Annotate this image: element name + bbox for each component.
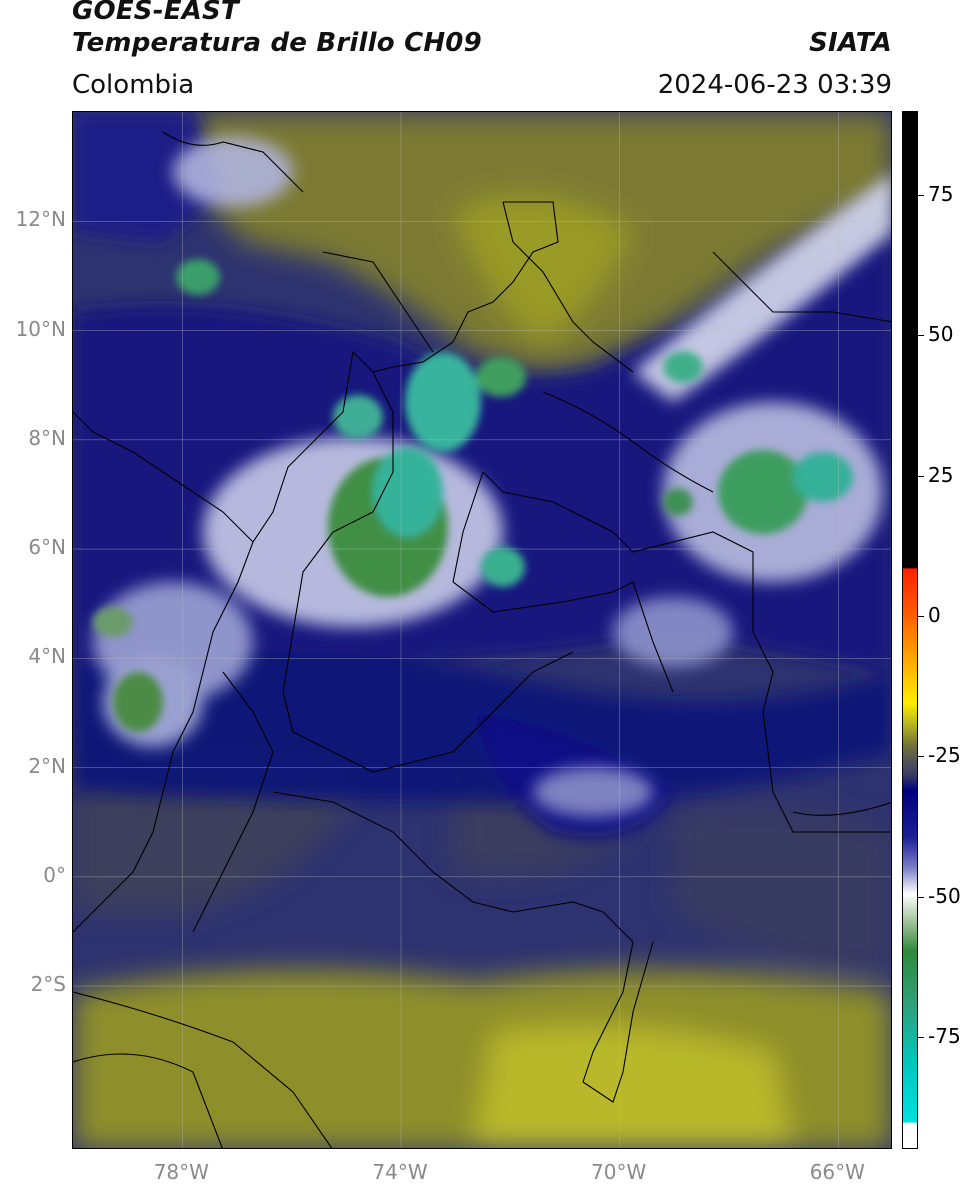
latitude-label: 2°N — [28, 753, 66, 778]
colorbar-tick — [918, 1036, 924, 1038]
latitude-label: 12°N — [15, 207, 66, 232]
colorbar-tick — [918, 896, 924, 898]
colorbar-tick — [918, 475, 924, 477]
colorbar-tick-label: -75 — [928, 1023, 961, 1048]
map-canvas — [73, 112, 891, 1148]
longitude-label: 66°W — [809, 1160, 865, 1184]
latitude-label: 10°N — [15, 316, 66, 341]
colorbar-tick-label: 25 — [928, 462, 954, 487]
colorbar-tick-label: 75 — [928, 182, 954, 207]
title-product: Temperatura de Brillo CH09 — [72, 28, 482, 58]
colorbar-tick-label: -25 — [928, 743, 961, 768]
region-label: Colombia — [72, 70, 195, 100]
deep-convection-cores — [93, 259, 853, 732]
colorbar-tick — [918, 195, 924, 197]
longitude-label: 78°W — [153, 1160, 209, 1184]
satellite-map[interactable] — [72, 111, 892, 1149]
title-org: SIATA — [809, 28, 892, 58]
cold-cloud-white — [93, 137, 891, 817]
latitude-label: 8°N — [28, 425, 66, 450]
political-borders — [73, 131, 891, 1148]
title-satellite: GOES-EAST — [72, 0, 239, 26]
colorbar-tick-label: -50 — [928, 883, 961, 908]
colorbar-tick-label: 0 — [928, 602, 941, 627]
colorbar-tick — [918, 615, 924, 617]
latitude-label: 6°N — [28, 535, 66, 560]
latitude-label: 0° — [43, 862, 66, 887]
longitude-label: 70°W — [591, 1160, 647, 1184]
colorbar-tick-label: 50 — [928, 322, 954, 347]
colorbar — [902, 111, 918, 1149]
colorbar-tick — [918, 335, 924, 337]
longitude-label: 74°W — [372, 1160, 428, 1184]
latitude-label: 2°S — [30, 972, 66, 997]
graticule — [73, 112, 891, 1148]
colorbar-tick — [918, 756, 924, 758]
latitude-label: 4°N — [28, 644, 66, 669]
colorbar-gradient — [903, 112, 917, 1148]
datetime-label: 2024-06-23 03:39 — [657, 70, 892, 100]
